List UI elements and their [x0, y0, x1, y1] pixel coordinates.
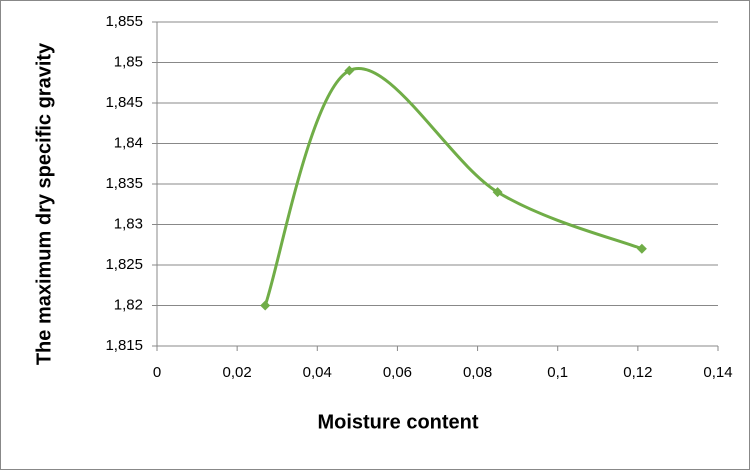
y-tick-label: 1,845: [105, 94, 143, 111]
x-tick-label: 0,02: [223, 364, 252, 381]
x-tick-label: 0,08: [463, 364, 492, 381]
x-tick-label: 0,12: [623, 364, 652, 381]
data-point: [260, 300, 271, 311]
x-tick-label: 0,04: [303, 364, 332, 381]
y-tick-label: 1,83: [114, 215, 143, 232]
data-point: [344, 65, 355, 76]
y-tick-label: 1,835: [105, 175, 143, 192]
y-tick-label: 1,825: [105, 256, 143, 273]
y-tick-label: 1,85: [114, 53, 143, 70]
y-tick-label: 1,855: [105, 13, 143, 30]
data-point: [636, 243, 647, 254]
y-tick-label: 1,82: [114, 296, 143, 313]
y-axis-title: The maximum dry specific gravity: [33, 42, 55, 365]
y-tick-label: 1,84: [114, 134, 143, 151]
x-tick-label: 0,06: [383, 364, 412, 381]
x-tick-label: 0,14: [703, 364, 732, 381]
data-point: [492, 187, 503, 198]
x-tick-label: 0: [153, 364, 161, 381]
x-axis-title: Moisture content: [317, 411, 478, 433]
series-line: [263, 67, 643, 307]
x-tick-label: 0,1: [547, 364, 568, 381]
y-tick-label: 1,815: [105, 337, 143, 354]
